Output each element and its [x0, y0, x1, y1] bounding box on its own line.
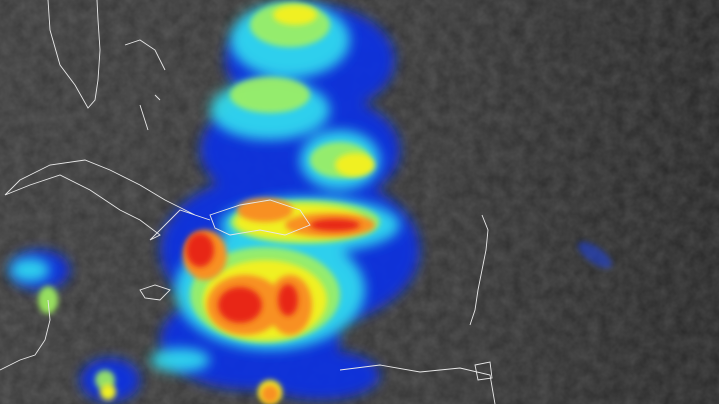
bahamas: [124, 39, 166, 131]
coastlines: [0, 0, 496, 404]
hispaniola: [209, 199, 311, 236]
cloud-red-layer: [186, 219, 360, 323]
central-america: [0, 299, 51, 371]
cuba: [4, 159, 211, 241]
jamaica: [139, 284, 171, 301]
cloud-east-blue: [577, 241, 613, 269]
trinidad: [474, 361, 493, 381]
florida-coastline: [47, 0, 101, 109]
lesser-antilles: [469, 214, 489, 326]
south-america: [339, 364, 496, 404]
